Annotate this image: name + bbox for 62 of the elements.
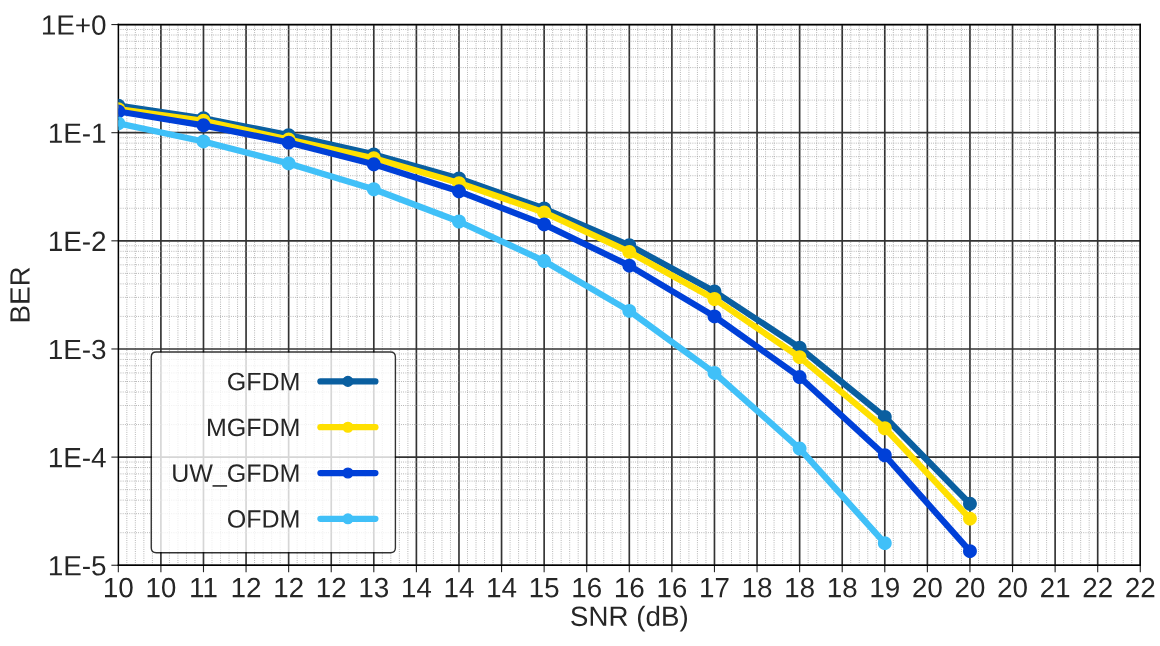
point <box>366 157 381 172</box>
x-tick-label: 20 <box>998 577 1027 598</box>
x-tick-label: 18 <box>786 577 814 598</box>
y-tick-label: 1E+0 <box>42 15 106 35</box>
point <box>537 254 552 269</box>
x-tick-label: 20 <box>955 577 985 598</box>
point <box>963 496 977 511</box>
x-tick-label: 10 <box>104 577 133 598</box>
x-tick-label: 22 <box>1126 577 1155 598</box>
point <box>196 118 211 133</box>
point <box>622 244 637 259</box>
point <box>537 205 552 220</box>
x-tick-label: 21 <box>1041 577 1070 598</box>
x-tick-label: 12 <box>275 577 303 598</box>
point <box>366 182 381 197</box>
point <box>707 292 722 306</box>
x-tick-label: 14 <box>403 578 432 598</box>
point <box>452 184 466 199</box>
y-tick-label: 1E-5 <box>49 556 106 576</box>
point <box>281 156 296 171</box>
point <box>196 134 211 149</box>
x-tick-label: 13 <box>360 577 389 598</box>
x-tick-label: 15 <box>530 578 559 598</box>
x-tick-label: 12 <box>232 577 261 598</box>
legend-label: OFDM <box>228 510 299 528</box>
legend-label: MGFDM <box>208 418 299 437</box>
legend-label: UW_GFDM <box>173 464 299 487</box>
legend-label: GFDM <box>228 372 299 391</box>
y-axis-title: BER <box>10 267 30 322</box>
point <box>877 536 892 551</box>
point <box>452 214 466 229</box>
point <box>537 217 552 232</box>
x-axis-title: SNR (dB) <box>571 605 687 632</box>
point <box>707 366 722 380</box>
y-tick-label: 1E-3 <box>49 339 106 360</box>
x-tick-label: 16 <box>615 577 644 598</box>
point <box>963 511 977 526</box>
x-tick-label: 17 <box>701 578 729 598</box>
point <box>963 544 977 559</box>
x-tick-label: 12 <box>317 577 346 598</box>
x-tick-label: 20 <box>913 577 942 598</box>
x-tick-label: 14 <box>488 578 517 598</box>
point <box>622 258 637 273</box>
y-tick-label: 1E-4 <box>49 448 106 468</box>
point <box>877 421 892 436</box>
point <box>877 448 892 463</box>
x-tick-label: 22 <box>1083 577 1112 598</box>
x-tick-label: 11 <box>191 578 217 598</box>
x-tick-label: 16 <box>573 577 601 598</box>
x-tick-label: 14 <box>445 578 474 598</box>
point <box>792 441 807 456</box>
x-tick-label: 19 <box>871 577 899 598</box>
x-tick-label: 18 <box>828 577 857 598</box>
point <box>792 370 807 384</box>
x-tick-label: 18 <box>743 577 772 598</box>
point <box>622 303 637 318</box>
point <box>707 309 722 324</box>
x-tick-label: 16 <box>658 577 687 598</box>
point <box>792 350 807 365</box>
y-tick-label: 1E-2 <box>49 231 106 251</box>
x-tick-label: 10 <box>147 577 176 598</box>
y-tick-label: 1E-1 <box>49 123 106 143</box>
